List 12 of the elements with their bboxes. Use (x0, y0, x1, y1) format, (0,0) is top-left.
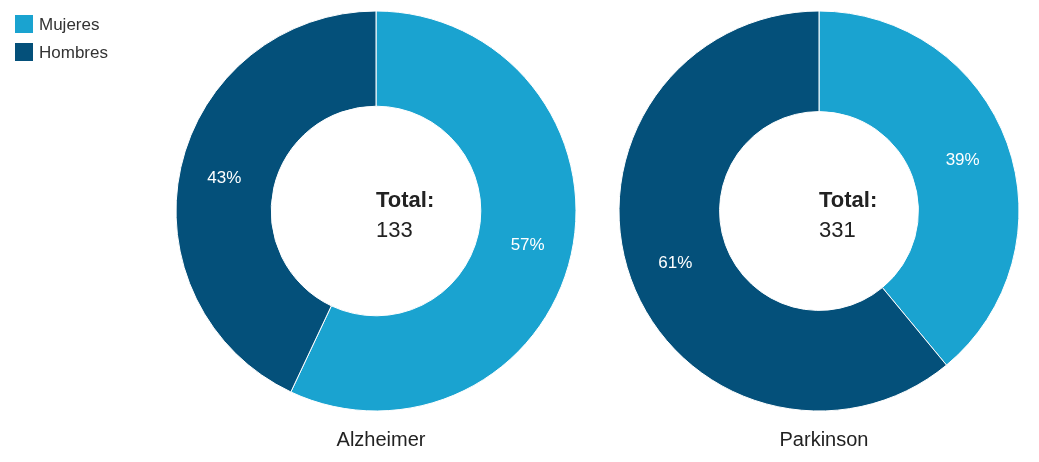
text: Total: (376, 186, 435, 212)
legend-label: Hombres (39, 42, 108, 62)
data-label: 57% (510, 235, 545, 255)
legend-label: Mujeres (39, 14, 100, 34)
text: Alzheimer (336, 428, 426, 450)
text: Total: (819, 186, 878, 212)
text: Parkinson (779, 428, 869, 450)
data-label: 43% (207, 167, 242, 187)
data-label: 39% (945, 149, 980, 169)
text: 331 (818, 216, 856, 242)
text: 133 (375, 216, 413, 242)
data-label: 61% (658, 253, 693, 273)
